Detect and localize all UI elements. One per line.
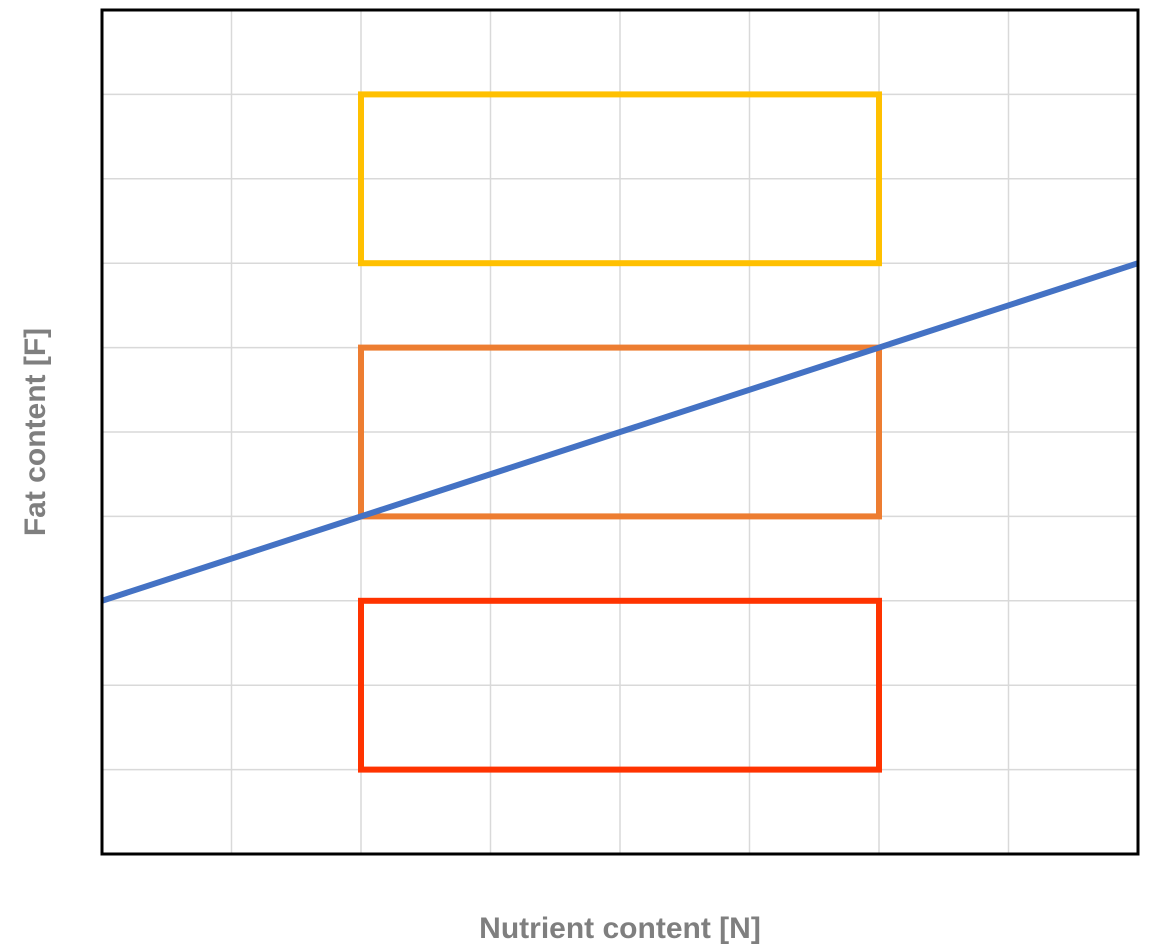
plot-frame (100, 8, 1140, 856)
regions (358, 91, 882, 773)
region-rect-3 (358, 91, 882, 267)
series (101, 260, 1139, 604)
series-line-1 (101, 260, 1139, 604)
region-rect-1 (358, 597, 882, 773)
y-axis-title: Fat content [F] (19, 328, 52, 536)
region-rect-2 (358, 344, 882, 520)
x-axis-title: Nutrient content [N] (479, 912, 761, 945)
